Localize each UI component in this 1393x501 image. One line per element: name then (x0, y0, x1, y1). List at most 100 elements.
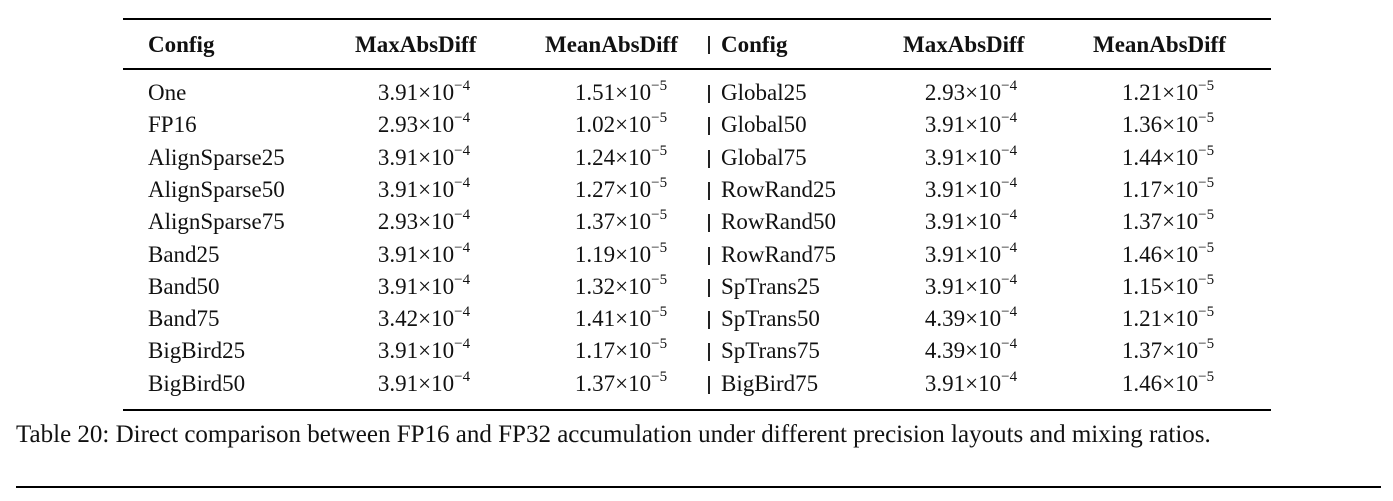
table-cell-meanabsdiff-left: 1.37×10−5 (541, 206, 701, 238)
header-config-left: Config (148, 32, 215, 57)
mantissa: 3.91 (924, 209, 966, 234)
table-cell-config-right: BigBird75 (721, 371, 819, 396)
table-cell-maxabsdiff-left: 3.91×10−4 (344, 368, 504, 400)
mantissa: 2.93 (377, 112, 419, 137)
times-ten: ×10 (965, 80, 1002, 105)
mantissa: 1.44 (1121, 145, 1163, 170)
mantissa: 3.91 (377, 145, 419, 170)
mantissa: 4.39 (924, 306, 966, 331)
mantissa: 2.93 (377, 209, 419, 234)
column-separator (708, 279, 710, 297)
table-cell-meanabsdiff-left: 1.51×10−5 (541, 77, 701, 109)
exponent: −5 (651, 143, 668, 159)
exponent: −5 (1198, 336, 1215, 352)
table-cell-config-right: SpTrans25 (721, 274, 820, 299)
table-cell-config-left: FP16 (148, 112, 197, 137)
times-ten: ×10 (1162, 306, 1199, 331)
times-ten: ×10 (965, 371, 1002, 396)
mantissa: 3.91 (924, 145, 966, 170)
times-ten: ×10 (418, 338, 455, 363)
exponent: −4 (454, 207, 471, 223)
exponent: −4 (454, 272, 471, 288)
header-meanabsdiff-right: MeanAbsDiff (1093, 32, 1226, 57)
exponent: −4 (454, 369, 471, 385)
times-ten: ×10 (1162, 145, 1199, 170)
exponent: −4 (454, 110, 471, 126)
table-cell-maxabsdiff-right: 3.91×10−4 (891, 368, 1051, 400)
mantissa: 1.21 (1121, 80, 1163, 105)
table-cell-config-left: BigBird25 (148, 338, 246, 363)
table-cell-config-right: RowRand75 (721, 242, 836, 267)
times-ten: ×10 (965, 145, 1002, 170)
header-config-right: Config (721, 32, 788, 57)
column-separator (708, 182, 710, 200)
table-cell-meanabsdiff-right: 1.21×10−5 (1088, 303, 1248, 335)
times-ten: ×10 (418, 145, 455, 170)
table-cell-config-right: Global25 (721, 80, 807, 105)
times-ten: ×10 (615, 112, 652, 137)
mantissa: 3.91 (924, 177, 966, 202)
table-cell-maxabsdiff-right: 3.91×10−4 (891, 109, 1051, 141)
exponent: −4 (1001, 110, 1018, 126)
mantissa: 1.37 (1121, 209, 1163, 234)
exponent: −5 (1198, 240, 1215, 256)
exponent: −5 (651, 78, 668, 94)
table-cell-maxabsdiff-left: 3.91×10−4 (344, 142, 504, 174)
header-separator (708, 36, 710, 54)
mantissa: 3.91 (924, 371, 966, 396)
mantissa: 1.17 (1121, 177, 1163, 202)
exponent: −5 (651, 304, 668, 320)
table-caption: Table 20: Direct comparison between FP16… (16, 421, 1211, 448)
table-cell-maxabsdiff-left: 3.91×10−4 (344, 174, 504, 206)
table-cell-meanabsdiff-left: 1.32×10−5 (541, 271, 701, 303)
table-cell-maxabsdiff-right: 3.91×10−4 (891, 142, 1051, 174)
table-cell-meanabsdiff-right: 1.44×10−5 (1088, 142, 1248, 174)
column-separator (708, 117, 710, 135)
table-cell-meanabsdiff-right: 1.21×10−5 (1088, 77, 1248, 109)
exponent: −4 (454, 78, 471, 94)
exponent: −4 (1001, 336, 1018, 352)
times-ten: ×10 (1162, 242, 1199, 267)
mantissa: 3.91 (377, 80, 419, 105)
exponent: −5 (1198, 369, 1215, 385)
mantissa: 1.41 (574, 306, 616, 331)
column-separator (708, 150, 710, 168)
table-cell-meanabsdiff-left: 1.37×10−5 (541, 368, 701, 400)
exponent: −5 (651, 207, 668, 223)
column-separator (708, 247, 710, 265)
times-ten: ×10 (965, 338, 1002, 363)
exponent: −5 (651, 272, 668, 288)
mantissa: 3.91 (924, 112, 966, 137)
column-separator (708, 311, 710, 329)
times-ten: ×10 (418, 274, 455, 299)
table-cell-config-left: AlignSparse25 (148, 145, 285, 170)
times-ten: ×10 (965, 242, 1002, 267)
exponent: −5 (1198, 272, 1215, 288)
exponent: −4 (1001, 240, 1018, 256)
exponent: −4 (454, 240, 471, 256)
column-separator (708, 85, 710, 103)
exponent: −4 (1001, 207, 1018, 223)
times-ten: ×10 (1162, 274, 1199, 299)
table-cell-maxabsdiff-right: 3.91×10−4 (891, 206, 1051, 238)
table-cell-meanabsdiff-left: 1.17×10−5 (541, 335, 701, 367)
times-ten: ×10 (1162, 371, 1199, 396)
exponent: −5 (1198, 175, 1215, 191)
exponent: −5 (651, 369, 668, 385)
times-ten: ×10 (965, 112, 1002, 137)
exponent: −4 (1001, 175, 1018, 191)
table-cell-meanabsdiff-right: 1.17×10−5 (1088, 174, 1248, 206)
times-ten: ×10 (1162, 177, 1199, 202)
header-maxabsdiff-right: MaxAbsDiff (903, 32, 1025, 57)
times-ten: ×10 (1162, 112, 1199, 137)
mantissa: 3.91 (924, 274, 966, 299)
exponent: −4 (454, 336, 471, 352)
times-ten: ×10 (418, 177, 455, 202)
mantissa: 4.39 (924, 338, 966, 363)
times-ten: ×10 (965, 177, 1002, 202)
table-cell-maxabsdiff-left: 3.91×10−4 (344, 239, 504, 271)
mantissa: 1.37 (574, 209, 616, 234)
table-cell-config-left: Band25 (148, 242, 220, 267)
times-ten: ×10 (418, 371, 455, 396)
table-cell-meanabsdiff-left: 1.24×10−5 (541, 142, 701, 174)
